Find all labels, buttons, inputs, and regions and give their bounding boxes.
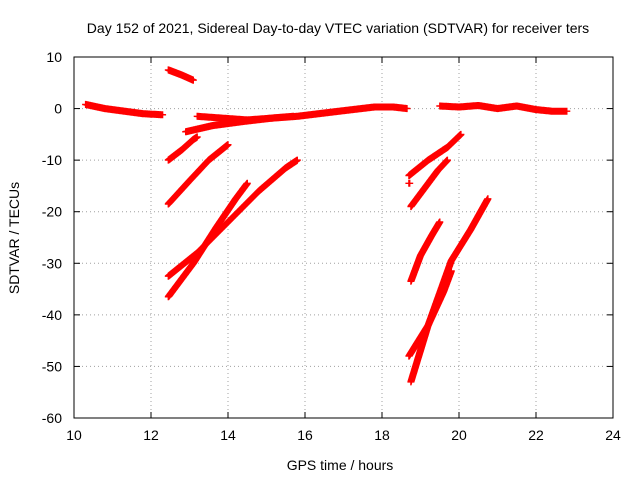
data-point-markers [164,179,251,301]
y-tick-label: -40 [42,307,62,323]
data-point-markers [436,102,571,115]
data-point-markers [405,130,465,180]
data-track-11 [407,156,451,211]
data-track-4 [182,112,297,136]
data-point-markers [407,218,444,285]
data-point-markers [405,179,414,187]
x-tick-label: 10 [66,427,82,443]
data-track-12 [407,218,444,285]
x-tick-label: 24 [605,427,621,443]
plot-frame [73,56,614,419]
data-point-markers [182,112,297,136]
y-tick-label: -50 [42,358,62,374]
x-tick-label: 22 [528,427,544,443]
data-track-9 [405,130,465,180]
x-tick-label: 14 [220,427,236,443]
data-track-15 [436,102,571,115]
data-track-1 [82,100,167,119]
data-points [82,66,571,386]
x-tick-label: 20 [451,427,467,443]
y-tick-label: -10 [42,152,62,168]
x-tick-label: 18 [374,427,390,443]
x-axis-label: GPS time / hours [287,457,394,473]
data-point-markers [164,156,301,280]
data-point-markers [164,66,197,84]
data-track-8 [164,179,251,301]
x-tick-label: 12 [143,427,159,443]
data-point-markers [82,100,167,119]
x-axis-ticks: 10 12 14 16 18 20 22 24 [66,57,621,443]
y-tick-label: 10 [46,49,62,65]
data-point-markers [164,133,201,164]
data-point-markers [407,195,492,386]
y-tick-label: -30 [42,255,62,271]
chart-title: Day 152 of 2021, Sidereal Day-to-day VTE… [87,20,589,36]
y-axis-label: SDTVAR / TECUs [6,182,22,294]
data-point-markers [164,141,232,208]
y-tick-label: -20 [42,204,62,220]
data-track-10 [405,179,414,187]
y-axis-ticks: 10 0 -10 -20 -30 -40 -50 -60 [42,49,613,426]
data-track-6 [164,141,232,208]
data-track-14 [407,195,492,386]
data-track-2 [164,66,197,84]
y-tick-label: -60 [42,410,62,426]
data-point-markers [407,156,451,211]
x-tick-label: 16 [297,427,313,443]
data-track-5 [164,133,201,164]
y-tick-label: 0 [54,101,62,117]
data-track-7 [164,156,301,280]
